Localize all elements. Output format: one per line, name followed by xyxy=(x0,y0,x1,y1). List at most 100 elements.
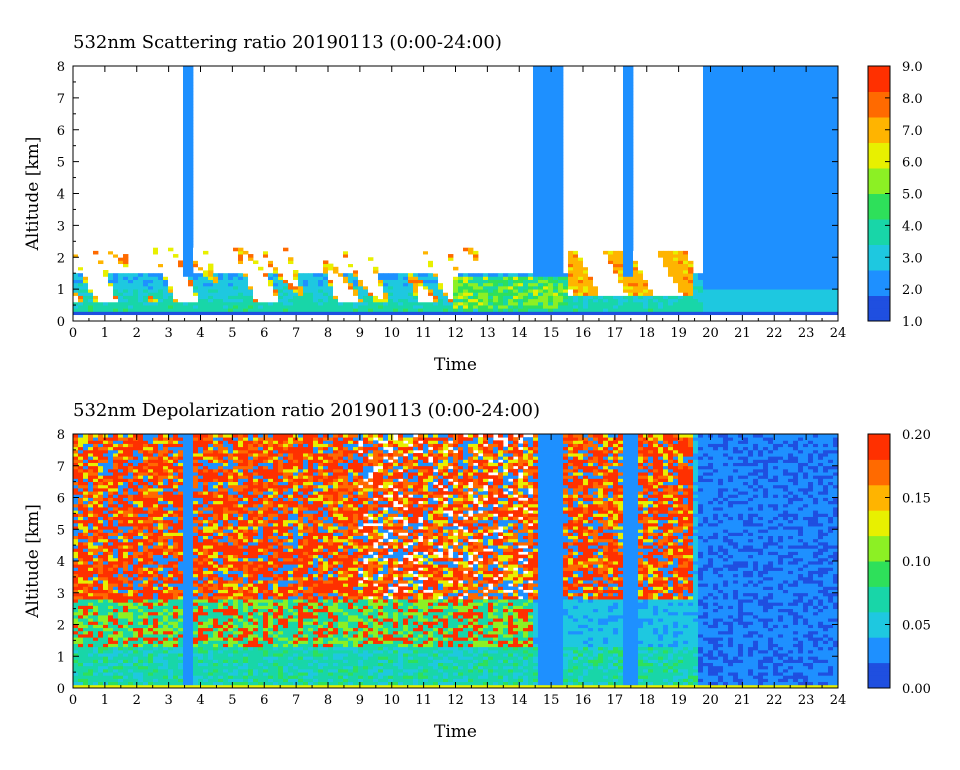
heatmap-cell xyxy=(493,308,499,312)
heatmap-cell xyxy=(608,308,614,312)
heatmap-cell xyxy=(358,250,364,255)
heatmap-cell xyxy=(723,120,729,124)
heatmap-cell xyxy=(813,101,819,105)
heatmap-cell xyxy=(823,177,829,182)
heatmap-cell xyxy=(818,187,824,191)
heatmap-cell xyxy=(253,285,259,290)
heatmap-cell xyxy=(713,123,719,127)
heatmap-cell xyxy=(663,298,669,303)
heatmap-cell xyxy=(548,266,554,271)
heatmap-cell xyxy=(733,81,739,86)
heatmap-cell xyxy=(703,123,709,127)
heatmap-cell xyxy=(728,66,734,70)
heatmap-cell xyxy=(488,279,494,284)
heatmap-cell xyxy=(623,308,629,312)
heatmap-cell xyxy=(833,161,839,166)
heatmap-cell xyxy=(423,305,429,309)
heatmap-cell xyxy=(773,279,779,284)
heatmap-cell xyxy=(703,97,709,102)
heatmap-cell xyxy=(183,123,189,127)
heatmap-cell xyxy=(783,183,789,188)
heatmap-cell xyxy=(328,263,334,268)
heatmap-cell xyxy=(798,81,804,86)
heatmap-cell xyxy=(183,104,189,108)
heatmap-cell xyxy=(798,228,804,233)
heatmap-cell xyxy=(353,273,359,277)
colorbar-segment xyxy=(868,176,890,182)
heatmap-cell xyxy=(773,234,779,239)
heatmap-cell xyxy=(83,247,89,252)
heatmap-cell xyxy=(223,289,229,293)
heatmap-cell xyxy=(538,190,544,194)
heatmap-cell xyxy=(748,244,754,249)
heatmap-cell xyxy=(123,289,129,293)
heatmap-cell xyxy=(168,273,174,277)
heatmap-cell xyxy=(538,196,544,201)
heatmap-cell xyxy=(608,263,614,268)
heatmap-cell xyxy=(188,78,194,83)
heatmap-cell xyxy=(768,81,774,86)
heatmap-cell xyxy=(508,292,514,296)
heatmap-cell xyxy=(718,292,724,296)
heatmap-cell xyxy=(793,209,799,214)
heatmap-cell xyxy=(778,196,784,201)
heatmap-cell xyxy=(243,292,249,296)
heatmap-cell xyxy=(183,110,189,115)
heatmap-cell xyxy=(603,276,609,280)
heatmap-cell xyxy=(658,250,664,255)
heatmap-cell xyxy=(273,308,279,312)
heatmap-cell xyxy=(663,311,669,316)
heatmap-cell xyxy=(798,97,804,102)
heatmap-cell xyxy=(763,142,769,147)
heatmap-cell xyxy=(283,308,289,312)
heatmap-cell xyxy=(648,254,654,258)
heatmap-cell xyxy=(753,136,759,140)
heatmap-cell xyxy=(733,101,739,105)
heatmap-cell xyxy=(558,161,564,166)
heatmap-cell xyxy=(808,305,814,309)
heatmap-cell xyxy=(768,193,774,198)
heatmap-cell xyxy=(813,260,819,265)
heatmap-cell xyxy=(363,311,369,316)
heatmap-cell xyxy=(228,273,234,277)
heatmap-cell xyxy=(793,126,799,131)
heatmap-cell xyxy=(758,234,764,239)
heatmap-cell xyxy=(728,123,734,127)
heatmap-cell xyxy=(488,273,494,277)
heatmap-cell xyxy=(193,247,199,252)
heatmap-cell xyxy=(808,78,814,83)
heatmap-cell xyxy=(783,241,789,245)
heatmap-cell xyxy=(718,244,724,249)
heatmap-cell xyxy=(813,250,819,255)
heatmap-cell xyxy=(768,72,774,76)
heatmap-cell xyxy=(543,231,549,236)
heatmap-cell xyxy=(163,298,169,303)
heatmap-cell xyxy=(158,295,164,300)
heatmap-cell xyxy=(348,298,354,303)
heatmap-cell xyxy=(153,301,159,306)
heatmap-cell xyxy=(798,231,804,236)
heatmap-cell xyxy=(778,266,784,271)
heatmap-cell xyxy=(748,225,754,229)
heatmap-cell xyxy=(493,292,499,296)
heatmap-cell xyxy=(108,285,114,290)
heatmap-cell xyxy=(268,247,274,252)
heatmap-cell xyxy=(833,168,839,172)
heatmap-cell xyxy=(143,289,149,293)
heatmap-cell xyxy=(498,276,504,280)
heatmap-cell xyxy=(773,183,779,188)
heatmap-cell xyxy=(798,136,804,140)
heatmap-cell xyxy=(628,78,634,83)
heatmap-cell xyxy=(558,123,564,127)
heatmap-cell xyxy=(718,164,724,169)
heatmap-cell xyxy=(468,273,474,277)
heatmap-cell xyxy=(623,66,629,70)
heatmap-cell xyxy=(788,161,794,166)
heatmap-cell xyxy=(558,148,564,153)
heatmap-cell xyxy=(828,257,834,261)
heatmap-cell xyxy=(293,308,299,312)
heatmap-cell xyxy=(658,301,664,306)
heatmap-cell xyxy=(383,276,389,280)
heatmap-cell xyxy=(713,276,719,280)
heatmap-cell xyxy=(808,238,814,242)
